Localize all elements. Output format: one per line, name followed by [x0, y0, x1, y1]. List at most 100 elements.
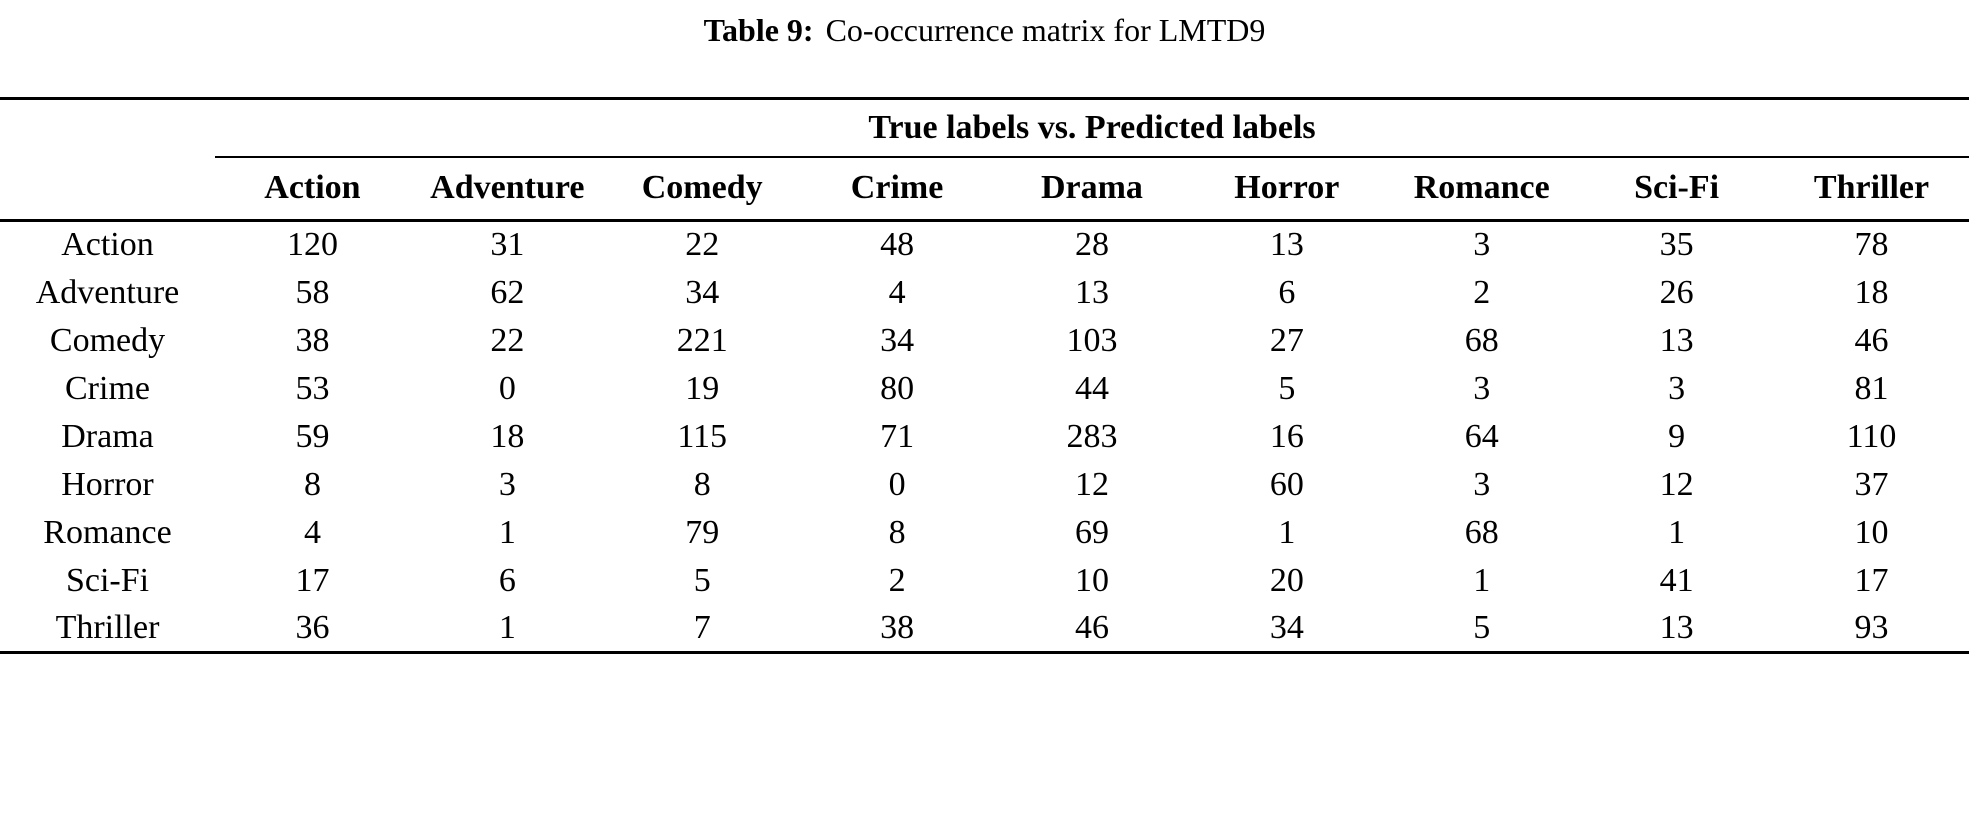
column-header: Comedy [604, 156, 800, 222]
row-label: Adventure [35, 273, 180, 311]
matrix-cell: 71 [880, 417, 915, 455]
matrix-cell: 81 [1854, 369, 1889, 407]
matrix-cell: 0 [888, 465, 906, 503]
matrix-cell: 8 [693, 465, 711, 503]
matrix-cell: 10 [1074, 561, 1109, 599]
matrix-cell: 3 [1668, 369, 1686, 407]
group-header-row: True labels vs. Predicted labels [0, 98, 1969, 158]
matrix-cell: 78 [1854, 226, 1889, 264]
table-row: Comedy 38 22 221 34 103 27 68 13 46 [0, 317, 1969, 365]
matrix-cell: 3 [498, 465, 516, 503]
matrix-cell: 9 [1668, 417, 1686, 455]
matrix-cell: 79 [685, 513, 720, 551]
matrix-cell: 93 [1854, 608, 1889, 646]
matrix-cell: 6 [498, 561, 516, 599]
matrix-cell: 12 [1074, 465, 1109, 503]
table-row: Action 120 31 22 48 28 13 3 35 78 [0, 221, 1969, 269]
matrix-cell: 4 [303, 513, 321, 551]
matrix-body: Action 120 31 22 48 28 13 3 35 78 Adventure 58 62 34 4… [0, 221, 1969, 653]
matrix-cell: 53 [295, 369, 330, 407]
matrix-cell: 34 [1269, 608, 1304, 646]
matrix-cell: 13 [1074, 273, 1109, 311]
matrix-cell: 115 [677, 417, 728, 455]
table-row: Thriller 36 1 7 38 46 34 5 13 93 [0, 605, 1969, 653]
matrix-cell: 64 [1464, 417, 1499, 455]
matrix-cell: 8 [303, 465, 321, 503]
matrix-cell: 12 [1659, 465, 1694, 503]
column-header: Crime [799, 156, 995, 222]
row-label: Crime [65, 369, 150, 407]
row-label: Comedy [49, 321, 166, 359]
matrix-cell: 48 [880, 226, 915, 264]
matrix-cell: 13 [1659, 321, 1694, 359]
column-header: Action [215, 156, 410, 222]
matrix-cell: 17 [1854, 561, 1889, 599]
matrix-cell: 20 [1269, 561, 1304, 599]
co-occurrence-matrix-table: True labels vs. Predicted labels Action A… [0, 97, 1969, 654]
row-label: Action [61, 226, 154, 264]
row-label: Horror [61, 465, 154, 503]
matrix-cell: 221 [676, 321, 728, 359]
matrix-cell: 10 [1854, 513, 1889, 551]
row-label: Drama [61, 417, 154, 455]
corner-cell [0, 99, 215, 157]
matrix-cell: 22 [685, 226, 720, 264]
matrix-cell: 27 [1269, 321, 1304, 359]
matrix-cell: 283 [1066, 417, 1118, 455]
matrix-cell: 1 [498, 513, 516, 551]
row-label: Romance [43, 513, 172, 551]
matrix-cell: 41 [1659, 561, 1694, 599]
group-header: True labels vs. Predicted labels [215, 98, 1969, 158]
row-label: Thriller [55, 608, 160, 646]
matrix-cell: 1 [1278, 513, 1296, 551]
matrix-cell: 18 [1854, 273, 1889, 311]
matrix-cell: 3 [1473, 226, 1491, 264]
matrix-cell: 8 [888, 513, 906, 551]
table-row: Romance 4 1 79 8 69 1 68 1 10 [0, 509, 1969, 557]
table-row: Crime 53 0 19 80 44 5 3 3 81 [0, 365, 1969, 413]
table-caption-text: Co-occurrence matrix for LMTD9 [825, 12, 1266, 48]
matrix-cell: 34 [880, 321, 915, 359]
matrix-cell: 6 [1278, 273, 1296, 311]
matrix-cell: 19 [685, 369, 720, 407]
matrix-cell: 13 [1269, 226, 1304, 264]
matrix-cell: 5 [1473, 608, 1491, 646]
matrix-cell: 59 [295, 417, 330, 455]
matrix-cell: 4 [888, 273, 906, 311]
matrix-cell: 62 [490, 273, 525, 311]
matrix-cell: 44 [1074, 369, 1109, 407]
matrix-cell: 3 [1473, 465, 1491, 503]
matrix-cell: 120 [286, 226, 338, 264]
matrix-cell: 103 [1066, 321, 1118, 359]
matrix-cell: 5 [1278, 369, 1296, 407]
corner-cell [0, 156, 215, 222]
matrix-cell: 3 [1473, 369, 1491, 407]
table-row: Drama 59 18 115 71 283 16 64 9 110 [0, 413, 1969, 461]
matrix-cell: 110 [1846, 417, 1897, 455]
row-label: Sci-Fi [65, 561, 150, 599]
matrix-cell: 46 [1074, 608, 1109, 646]
matrix-cell: 28 [1074, 226, 1109, 264]
table-caption-label: Table 9: [703, 12, 814, 48]
table-row: Adventure 58 62 34 4 13 6 2 26 18 [0, 269, 1969, 317]
matrix-cell: 1 [498, 608, 516, 646]
matrix-cell: 2 [888, 561, 906, 599]
column-header: Drama [994, 156, 1190, 222]
table-row: Horror 8 3 8 0 12 60 3 12 37 [0, 461, 1969, 509]
matrix-cell: 37 [1854, 465, 1889, 503]
matrix-cell: 22 [490, 321, 525, 359]
matrix-cell: 1 [1473, 561, 1491, 599]
matrix-cell: 60 [1269, 465, 1304, 503]
column-header: Sci-Fi [1579, 156, 1774, 222]
matrix-cell: 7 [693, 608, 711, 646]
matrix-cell: 38 [295, 321, 330, 359]
matrix-cell: 17 [295, 561, 330, 599]
matrix-cell: 68 [1464, 513, 1499, 551]
matrix-cell: 46 [1854, 321, 1889, 359]
column-header: Romance [1384, 156, 1580, 222]
matrix-cell: 13 [1659, 608, 1694, 646]
table-row: Sci-Fi 17 6 5 2 10 20 1 41 17 [0, 557, 1969, 605]
matrix-cell: 2 [1473, 273, 1491, 311]
matrix-cell: 38 [880, 608, 915, 646]
matrix-cell: 31 [490, 226, 525, 264]
